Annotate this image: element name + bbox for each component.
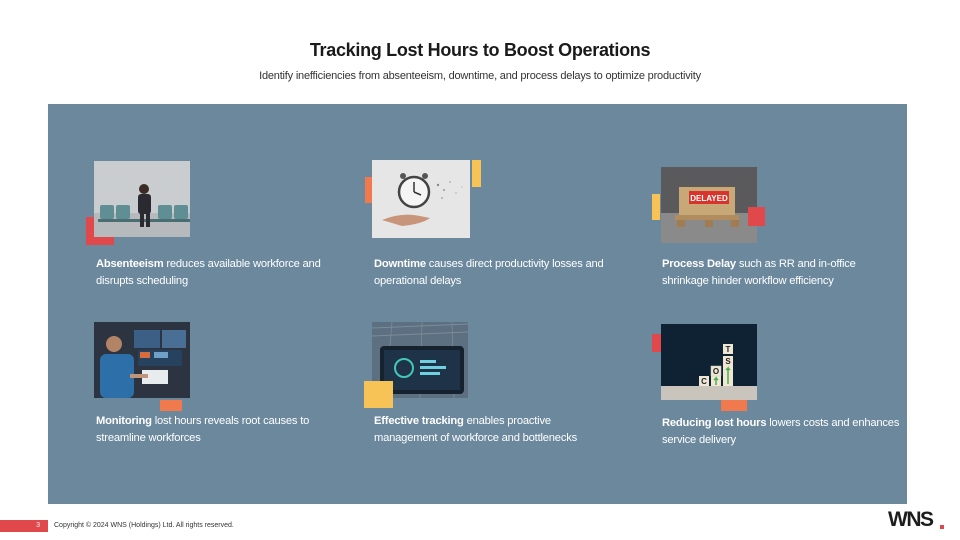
- accent-bar: [652, 334, 661, 352]
- accent-bar: [652, 194, 660, 220]
- delayed-label: DELAYED: [690, 194, 728, 203]
- caption-text: reduces available workforce and disrupts…: [96, 258, 321, 287]
- caption-text: causes direct productivity losses and op…: [374, 258, 604, 287]
- accent-square: [748, 207, 765, 226]
- accent-bar: [721, 400, 747, 411]
- delayed-pallet-icon: DELAYED: [661, 167, 757, 243]
- person-at-monitors-icon: [94, 322, 190, 398]
- accent-square: [364, 381, 393, 408]
- reducing-image: C O S T: [661, 324, 757, 400]
- wns-logo: WNS: [888, 508, 934, 531]
- tracking-image: [372, 322, 468, 398]
- block-letter: S: [725, 357, 731, 366]
- caption-bold: Downtime: [374, 258, 426, 270]
- reducing-caption: Reducing lost hours lowers costs and enh…: [662, 415, 902, 449]
- floating-clock-icon: [372, 160, 470, 238]
- caption-bold: Reducing lost hours: [662, 417, 767, 429]
- process-delay-image: DELAYED: [661, 167, 757, 243]
- caption-bold: Process Delay: [662, 258, 736, 270]
- downtime-image: [372, 160, 470, 238]
- cost-blocks-icon: C O S T: [661, 324, 757, 400]
- monitoring-caption: Monitoring lost hours reveals root cause…: [96, 413, 336, 447]
- caption-text: lowers costs and enhances service delive…: [662, 417, 900, 446]
- process-delay-caption: Process Delay such as RR and in-office s…: [662, 256, 887, 290]
- accent-bar: [160, 400, 182, 411]
- caption-bold: Effective tracking: [374, 415, 464, 427]
- block-letter: C: [701, 377, 707, 386]
- caption-bold: Absenteeism: [96, 258, 164, 270]
- accent-bar: [472, 160, 481, 187]
- absenteeism-caption: Absenteeism reduces available workforce …: [96, 256, 336, 290]
- absenteeism-image: [94, 161, 190, 237]
- caption-text: such as RR and in-office shrinkage hinde…: [662, 258, 856, 287]
- dashboard-tablet-icon: [372, 322, 468, 398]
- page-title: Tracking Lost Hours to Boost Operations: [309, 40, 651, 60]
- downtime-caption: Downtime causes direct productivity loss…: [374, 256, 614, 290]
- caption-text: enables proactive management of workforc…: [374, 415, 578, 444]
- accent-bar: [365, 177, 372, 203]
- monitoring-image: [94, 322, 190, 398]
- page-number: 3: [0, 520, 48, 532]
- page-subtitle: Identify inefficiencies from absenteeism…: [259, 70, 701, 82]
- copyright-text: Copyright © 2024 WNS (Holdings) Ltd. All…: [54, 522, 234, 529]
- person-in-waiting-room-icon: [94, 161, 190, 237]
- caption-bold: Monitoring: [96, 415, 152, 427]
- caption-text: lost hours reveals root causes to stream…: [96, 415, 310, 444]
- tracking-caption: Effective tracking enables proactive man…: [374, 413, 614, 447]
- block-letter: O: [713, 367, 719, 376]
- content-panel: Absenteeism reduces available workforce …: [48, 104, 907, 504]
- block-letter: T: [726, 345, 731, 354]
- logo-accent-dot: [940, 525, 944, 529]
